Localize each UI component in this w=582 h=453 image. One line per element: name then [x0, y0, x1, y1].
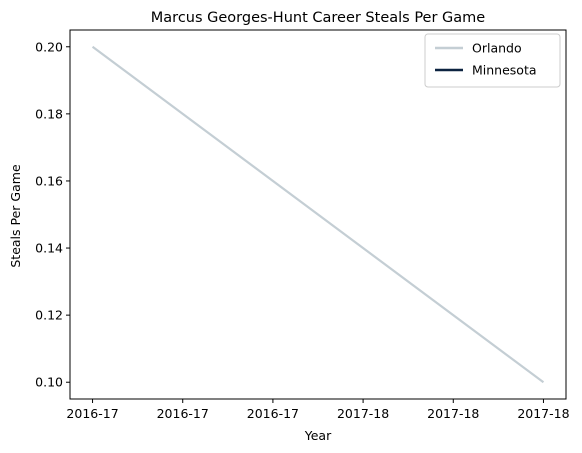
- legend-label-minnesota: Minnesota: [472, 63, 537, 78]
- chart-title: Marcus Georges-Hunt Career Steals Per Ga…: [151, 10, 486, 26]
- y-tick-label: 0.10: [35, 375, 63, 390]
- y-tick-label: 0.12: [35, 308, 63, 323]
- x-tick-label: 2017-18: [427, 406, 479, 421]
- legend-label-orlando: Orlando: [472, 41, 522, 56]
- y-tick-label: 0.18: [35, 106, 63, 121]
- axes-frame: [69, 29, 567, 400]
- x-axis-label: Year: [304, 428, 332, 443]
- y-tick-label: 0.20: [35, 39, 63, 54]
- x-tick-label: 2016-17: [247, 406, 299, 421]
- x-tick-label: 2017-18: [517, 406, 569, 421]
- x-tick-label: 2016-17: [66, 406, 118, 421]
- y-tick-label: 0.16: [35, 173, 63, 188]
- plot-area: 0.10 0.12 0.14 0.16 0.18 0.20 2016-17 2016-17 20…: [35, 29, 570, 421]
- series-line-orlando: [91, 45, 545, 384]
- x-tick-label: 2016-17: [157, 406, 209, 421]
- x-tick-label: 2017-18: [337, 406, 389, 421]
- legend: Orlando Minnesota: [424, 33, 561, 88]
- y-axis-label: Steals Per Game: [8, 164, 23, 268]
- y-tick-label: 0.14: [35, 241, 63, 256]
